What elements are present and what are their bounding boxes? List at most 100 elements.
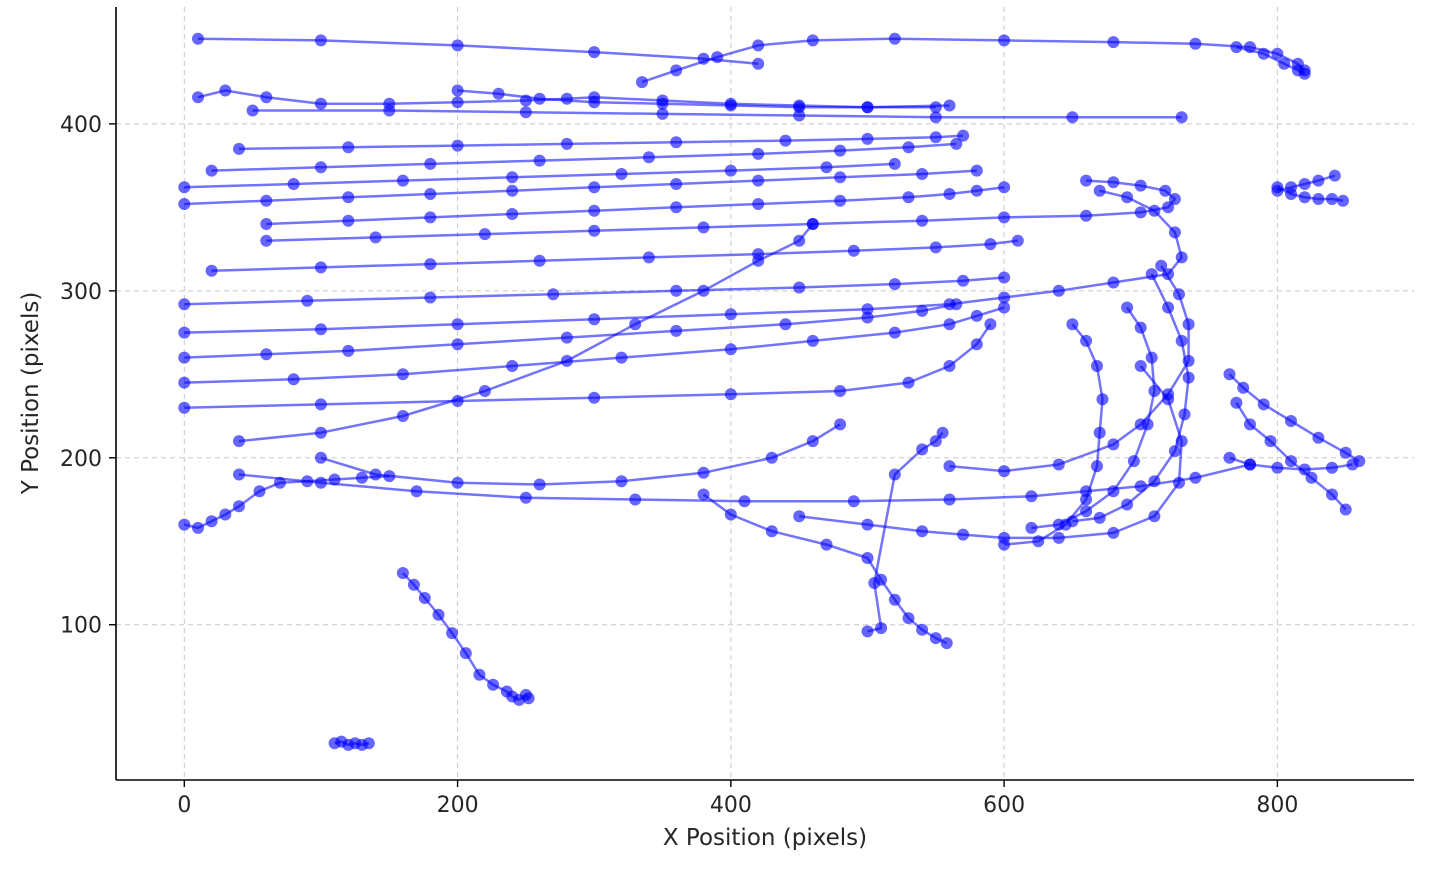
trajectory-point	[1093, 184, 1106, 197]
trajectory-point	[451, 96, 464, 109]
x-tick-label: 400	[710, 793, 752, 818]
trajectory-point	[451, 318, 464, 331]
y-tick-label: 200	[60, 447, 102, 472]
trajectory-point	[253, 485, 266, 498]
trajectory-point	[588, 96, 601, 109]
tick-layer: 0 200 400 600 800 100 200 300 400	[60, 113, 1298, 818]
trajectory-point	[314, 426, 327, 439]
trajectory-point	[1080, 174, 1093, 187]
trajectory-point	[1134, 206, 1147, 219]
trajectory-point	[970, 184, 983, 197]
trajectory-point	[1173, 288, 1185, 301]
trajectory-line	[184, 162, 895, 189]
trajectory-point	[451, 338, 464, 351]
trajectory-series	[178, 271, 1011, 311]
trajectory-point	[1271, 184, 1284, 197]
trajectory-point	[287, 373, 300, 386]
trajectory-series	[328, 735, 375, 751]
trajectory-series	[178, 157, 901, 194]
trajectory-point	[724, 99, 737, 112]
trajectory-point	[260, 234, 273, 247]
trajectory-point	[1305, 471, 1318, 484]
trajectory-point	[492, 87, 505, 100]
trajectory-point	[724, 508, 737, 521]
y-tick-label: 400	[60, 113, 102, 138]
trajectory-series	[246, 104, 1188, 124]
trajectory-line	[184, 323, 992, 409]
trajectory-point	[834, 194, 847, 207]
trajectory-point	[314, 34, 327, 47]
trajectory-point	[1121, 301, 1134, 314]
trajectory-point	[1107, 438, 1120, 451]
trajectory-point	[178, 376, 191, 389]
trajectory-point	[861, 552, 874, 564]
trajectory-series	[178, 470, 396, 534]
trajectory-point	[1121, 191, 1134, 204]
trajectory-line	[457, 89, 950, 109]
trajectory-point	[178, 351, 191, 364]
trajectory-point	[656, 97, 669, 110]
trajectory-point	[902, 191, 915, 204]
trajectory-point	[820, 161, 833, 174]
trajectory-point	[1107, 36, 1120, 49]
trajectory-point	[868, 577, 881, 589]
trajectory-series	[178, 301, 1011, 389]
trajectory-point	[752, 147, 765, 160]
trajectory-point	[834, 171, 847, 184]
trajectory-point	[861, 132, 874, 145]
trajectory-point	[588, 391, 601, 404]
trajectory-point	[1175, 251, 1188, 264]
trajectory-point	[451, 84, 464, 97]
trajectory-point	[916, 214, 929, 227]
trajectory-point	[629, 318, 642, 331]
trajectory-point	[1189, 471, 1202, 484]
trajectory-point	[205, 264, 218, 277]
trajectory-point	[1134, 360, 1147, 372]
trajectory-series	[793, 360, 1188, 544]
y-axis-label: Y Position (pixels)	[18, 292, 44, 496]
trajectory-point	[1346, 458, 1359, 471]
trajectory-point	[806, 218, 819, 230]
trajectory-point	[1175, 435, 1188, 448]
trajectory-point	[929, 101, 942, 114]
trajectory-line	[211, 239, 1018, 273]
trajectory-point	[636, 76, 648, 89]
trajectory-point	[615, 168, 628, 180]
trajectory-point	[424, 157, 437, 170]
trajectory-point	[1168, 445, 1181, 458]
trajectory-point	[424, 211, 437, 224]
trajectory-point	[396, 174, 409, 187]
trajectory-point	[806, 435, 819, 448]
trajectory-series	[943, 259, 1195, 478]
trajectory-point	[1271, 47, 1284, 60]
trajectory-series	[1025, 301, 1161, 534]
trajectory-point	[1080, 505, 1093, 518]
trajectory-series	[451, 84, 956, 114]
trajectory-line	[401, 572, 530, 702]
trajectory-point	[451, 139, 464, 152]
trajectory-point	[656, 107, 669, 120]
trajectory-series	[636, 32, 1311, 89]
trajectory-point	[1237, 381, 1250, 394]
trajectory-point	[724, 164, 737, 177]
trajectory-point	[1285, 181, 1297, 194]
trajectory-point	[806, 334, 819, 347]
trajectory-point	[970, 309, 983, 322]
trajectory-point	[1159, 184, 1172, 197]
trajectory-point	[1182, 318, 1195, 331]
trajectory-point	[724, 343, 737, 356]
trajectory-point	[765, 525, 778, 538]
trajectory-point	[451, 39, 464, 52]
trajectory-point	[1052, 531, 1065, 544]
trajectory-point	[1162, 268, 1175, 281]
trajectory-point	[1312, 431, 1325, 444]
trajectory-point	[1052, 458, 1065, 471]
trajectory-point	[834, 385, 847, 397]
trajectory-point	[998, 291, 1011, 304]
trajectory-point	[506, 208, 519, 220]
trajectory-point	[1223, 451, 1236, 464]
trajectory-point	[424, 291, 437, 304]
trajectory-point	[1066, 111, 1079, 124]
trajectory-point	[1052, 284, 1065, 297]
trajectory-point	[929, 241, 942, 254]
